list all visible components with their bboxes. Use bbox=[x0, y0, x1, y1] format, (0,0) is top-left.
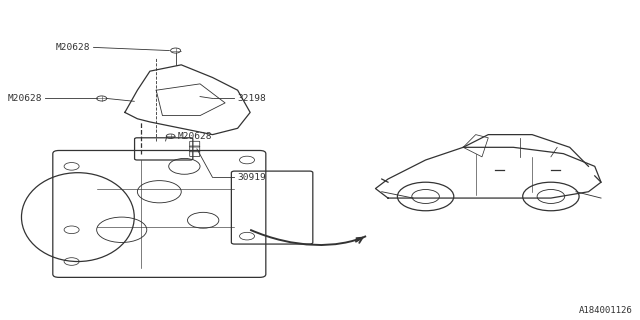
Text: M20628: M20628 bbox=[8, 94, 42, 103]
Text: M20628: M20628 bbox=[56, 43, 90, 52]
Text: 30919: 30919 bbox=[237, 173, 266, 182]
Text: A184001126: A184001126 bbox=[579, 307, 632, 316]
Text: M20628: M20628 bbox=[178, 132, 212, 141]
Text: 32198: 32198 bbox=[237, 94, 266, 103]
